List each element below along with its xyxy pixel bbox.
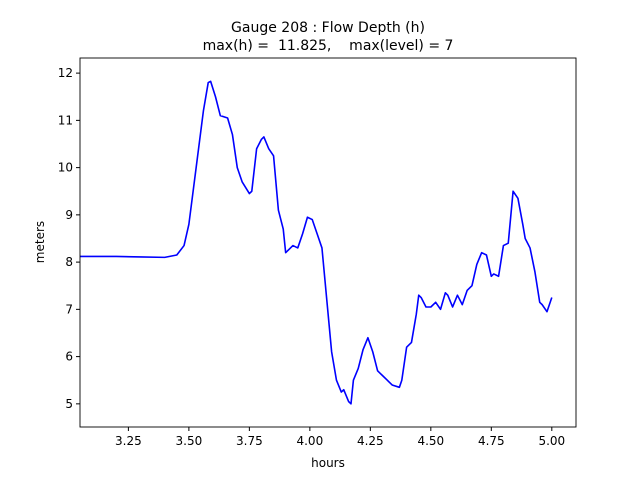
y-tick-label: 11 — [58, 113, 73, 127]
y-tick-label: 8 — [65, 255, 73, 269]
x-tick-label: 4.25 — [357, 434, 384, 448]
y-axis-label: meters — [33, 221, 47, 263]
chart-title: Gauge 208 : Flow Depth (h) — [231, 20, 425, 36]
y-tick-label: 6 — [65, 350, 73, 364]
x-tick-label: 3.25 — [115, 434, 142, 448]
y-tick-label: 10 — [58, 161, 73, 175]
y-tick-label: 9 — [65, 208, 73, 222]
x-tick-label: 3.75 — [236, 434, 263, 448]
x-tick-label: 4.00 — [296, 434, 323, 448]
data-line — [80, 80, 553, 405]
x-tick-label: 5.00 — [538, 434, 565, 448]
y-tick-label: 7 — [65, 302, 73, 316]
x-axis-label: hours — [311, 456, 345, 470]
y-tick-label: 5 — [65, 397, 73, 411]
axes-frame — [79, 57, 577, 428]
x-tick-label: 4.75 — [478, 434, 505, 448]
x-tick-label: 4.50 — [417, 434, 444, 448]
chart-subtitle: max(h) = 11.825, max(level) = 7 — [203, 38, 454, 54]
y-tick-label: 12 — [58, 66, 73, 80]
x-tick-label: 3.50 — [176, 434, 203, 448]
